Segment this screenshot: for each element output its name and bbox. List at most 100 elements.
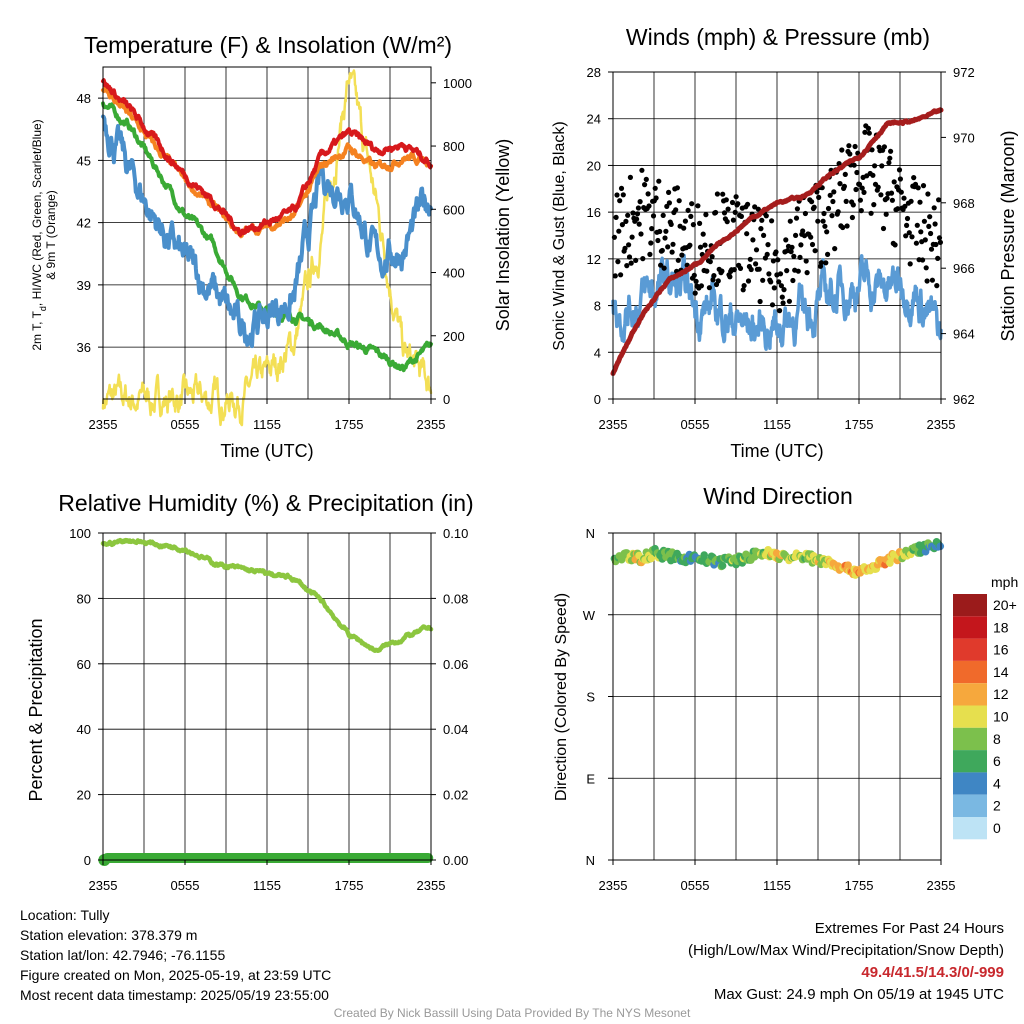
x-tick-label: 2355: [89, 878, 118, 893]
x-tick-label: 2355: [599, 417, 628, 432]
gust-point: [776, 279, 782, 285]
gust-point: [797, 254, 803, 260]
gust-point: [887, 155, 893, 161]
y-tick-label: 40: [77, 722, 91, 737]
y2-tick-label: 200: [443, 329, 465, 344]
wind-xlabel: Time (UTC): [730, 441, 823, 461]
gust-point: [857, 197, 864, 203]
pressure-line: [610, 107, 944, 376]
gust-point: [781, 287, 787, 293]
gust-point: [688, 213, 694, 219]
dewpoint-line: [101, 101, 433, 373]
legend-label: 4: [993, 775, 1001, 791]
gust-point: [700, 231, 706, 237]
gust-point: [847, 151, 853, 157]
temp-ylabel-left: 2m T, Td, HI/WC (Red, Green, Scarlet/Blu…: [30, 119, 48, 350]
legend-swatch: [953, 817, 987, 840]
gust-point: [929, 277, 936, 283]
y2-tick-label: 968: [953, 196, 975, 211]
gust-point: [827, 192, 833, 198]
wind-x-ticks: 2355 0555 1155 1755 2355: [599, 399, 955, 432]
gust-point: [804, 270, 810, 276]
dir-tick-label: N: [586, 853, 595, 868]
legend-swatch: [953, 683, 987, 706]
dir-legend-title: mph: [991, 574, 1018, 590]
gust-point: [889, 197, 896, 203]
gust-point: [901, 195, 907, 201]
gust-point: [907, 261, 913, 267]
gust-point: [753, 261, 759, 267]
gust-point: [745, 201, 751, 207]
gust-point: [892, 242, 898, 248]
gust-point: [798, 242, 804, 248]
gust-point: [937, 239, 944, 245]
gust-point: [825, 251, 831, 257]
gust-point: [617, 198, 623, 204]
dir-left-ticks: N E S W N: [583, 526, 613, 868]
gust-point: [773, 249, 779, 255]
gust-point: [706, 285, 713, 291]
y-tick-label: 42: [77, 216, 91, 231]
gust-point: [619, 222, 626, 228]
gust-point: [908, 198, 914, 204]
gust-point: [928, 230, 934, 237]
gust-point: [753, 247, 760, 253]
x-tick-label: 1155: [253, 417, 281, 432]
gust-point: [896, 167, 903, 173]
gust-point: [614, 192, 620, 198]
gust-point: [881, 144, 888, 150]
max-gust-text: Max Gust: 24.9 mph On 05/19 at 1945 UTC: [713, 986, 1004, 1003]
gust-point: [761, 232, 767, 238]
latlon-text: Station lat/lon: 42.7946; -76.1155: [20, 947, 226, 963]
temp-title: Temperature (F) & Insolation (W/m²): [84, 32, 452, 58]
dir-x-ticks: 2355 0555 1155 1755 2355: [599, 860, 955, 893]
gust-point: [895, 206, 901, 212]
gust-point: [850, 202, 856, 208]
gust-point: [768, 279, 774, 285]
gust-point: [904, 215, 911, 222]
gust-point: [820, 218, 826, 224]
gust-point: [730, 217, 737, 223]
gust-point: [884, 195, 890, 201]
gust-point: [627, 174, 634, 180]
legend-label: 10: [993, 709, 1009, 725]
gust-point: [923, 265, 929, 271]
direction-point: [718, 561, 727, 570]
gust-point: [727, 274, 733, 280]
gust-point: [928, 246, 935, 252]
direction-point: [886, 559, 894, 567]
gust-point: [655, 237, 661, 244]
rh-title: Relative Humidity (%) & Precipitation (i…: [58, 490, 473, 516]
gust-point: [713, 209, 719, 216]
y-tick-label: 45: [77, 153, 91, 168]
gust-point: [832, 246, 838, 252]
y-tick-label: 0: [84, 853, 91, 868]
gust-point: [934, 283, 940, 289]
gust-point: [731, 267, 737, 273]
gust-point: [729, 199, 736, 206]
gust-point: [891, 179, 897, 185]
gust-point: [771, 285, 777, 291]
gust-point: [911, 175, 917, 181]
gust-point: [809, 199, 815, 205]
gust-point: [924, 278, 930, 284]
x-tick-label: 1155: [763, 417, 791, 432]
gust-point: [738, 213, 745, 219]
gust-point: [634, 211, 641, 217]
extremes-subtitle: (High/Low/Max Wind/Precipitation/Snow De…: [688, 942, 1004, 959]
gust-point: [618, 272, 624, 278]
gust-point: [640, 256, 646, 262]
gust-point: [689, 201, 695, 207]
gust-point: [692, 290, 698, 296]
dir-legend: 20+ 18 16 14 12 10 8 6 4 2 0: [953, 594, 1017, 840]
gust-point: [622, 245, 628, 251]
gust-point: [906, 230, 912, 236]
gust-point: [913, 240, 920, 246]
gust-point: [926, 223, 932, 229]
x-tick-label: 0555: [171, 417, 200, 432]
rh-plot-area: [98, 537, 434, 866]
gust-point: [836, 161, 842, 167]
gust-point: [691, 272, 697, 278]
gust-point: [853, 186, 859, 193]
